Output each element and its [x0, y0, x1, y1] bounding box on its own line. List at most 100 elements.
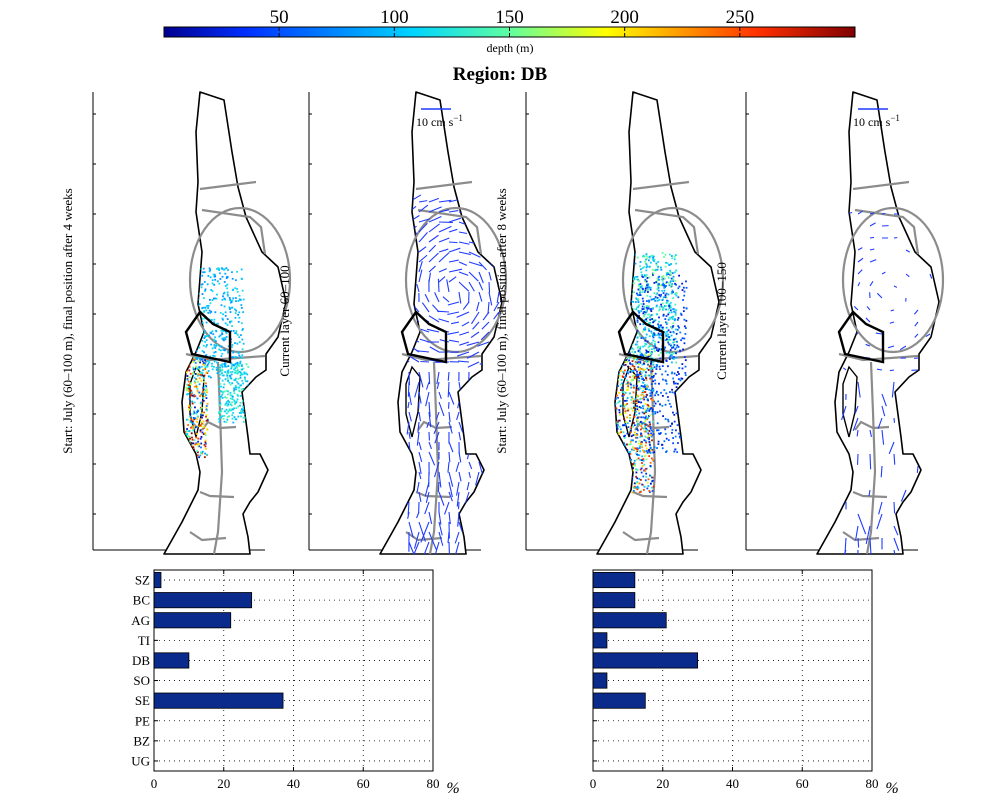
particle	[643, 489, 645, 491]
particle	[672, 278, 674, 280]
particle	[636, 434, 638, 436]
particle	[642, 276, 644, 278]
particle	[204, 386, 206, 388]
particle	[613, 356, 615, 358]
particle	[648, 369, 650, 371]
particle	[227, 324, 229, 326]
particle	[648, 330, 650, 332]
bar	[593, 572, 635, 587]
particle	[237, 394, 239, 396]
particle	[617, 450, 619, 452]
particle	[683, 310, 685, 312]
current-vector	[469, 202, 482, 205]
particle	[204, 444, 206, 446]
particle	[614, 356, 616, 358]
particle	[670, 263, 672, 265]
particle	[189, 416, 191, 418]
particle	[652, 334, 654, 336]
particle	[658, 317, 660, 319]
current-vector	[870, 237, 874, 238]
particle	[672, 326, 674, 328]
particle	[609, 266, 611, 268]
particle	[218, 386, 220, 388]
particle	[665, 309, 667, 311]
particle	[618, 478, 620, 480]
particle	[231, 401, 233, 403]
particle	[624, 465, 626, 467]
particle	[224, 281, 226, 283]
particle	[202, 369, 204, 371]
particle	[215, 340, 217, 342]
particle	[629, 417, 631, 419]
particle	[231, 344, 233, 346]
particle	[197, 410, 199, 412]
particle	[677, 287, 679, 289]
particle	[665, 380, 667, 382]
particle	[677, 329, 679, 331]
particle	[629, 471, 631, 473]
particle	[233, 364, 235, 366]
particle	[684, 395, 686, 397]
particle	[241, 278, 243, 280]
particle	[658, 354, 660, 356]
particle	[231, 346, 233, 348]
particle	[214, 311, 216, 313]
particle	[642, 393, 644, 395]
particle	[231, 325, 233, 327]
particle	[219, 367, 221, 369]
particle	[620, 356, 622, 358]
particle	[675, 263, 677, 265]
particle	[648, 410, 650, 412]
particle	[208, 335, 210, 337]
particle	[642, 398, 644, 400]
particle	[202, 414, 204, 416]
particle	[622, 476, 624, 478]
current-vector	[469, 522, 475, 538]
particle	[655, 334, 657, 336]
particle	[202, 392, 204, 394]
bar	[154, 572, 161, 587]
particle	[641, 385, 643, 387]
particle	[205, 434, 207, 436]
particle	[195, 284, 197, 286]
particle	[637, 321, 639, 323]
particle	[631, 402, 633, 404]
particle	[624, 412, 626, 414]
particle	[639, 335, 641, 337]
current-vector	[918, 394, 919, 399]
particle	[653, 405, 655, 407]
particle	[623, 442, 625, 444]
particle	[645, 276, 647, 278]
particle	[635, 452, 637, 454]
particle	[652, 363, 654, 365]
particle	[206, 391, 208, 393]
current-vector	[438, 482, 439, 492]
particle	[234, 287, 236, 289]
particle	[674, 258, 676, 260]
particle	[667, 396, 669, 398]
particle	[651, 487, 653, 489]
particle	[668, 309, 670, 311]
particle	[192, 452, 194, 454]
particle	[616, 360, 618, 362]
particle	[657, 443, 659, 445]
particle	[641, 462, 643, 464]
particle	[640, 261, 642, 263]
particle	[672, 437, 674, 439]
particle	[227, 365, 229, 367]
particle	[188, 381, 190, 383]
current-vector	[484, 532, 489, 550]
particle	[243, 412, 245, 414]
particle	[212, 279, 214, 281]
particle	[614, 377, 616, 379]
particle	[207, 429, 209, 431]
particle	[239, 412, 241, 414]
particle	[629, 451, 631, 453]
particle	[618, 409, 620, 411]
particle	[614, 370, 616, 372]
particle	[203, 381, 205, 383]
particle	[206, 397, 208, 399]
particle	[630, 441, 632, 443]
particle	[196, 358, 198, 360]
particle	[204, 281, 206, 283]
